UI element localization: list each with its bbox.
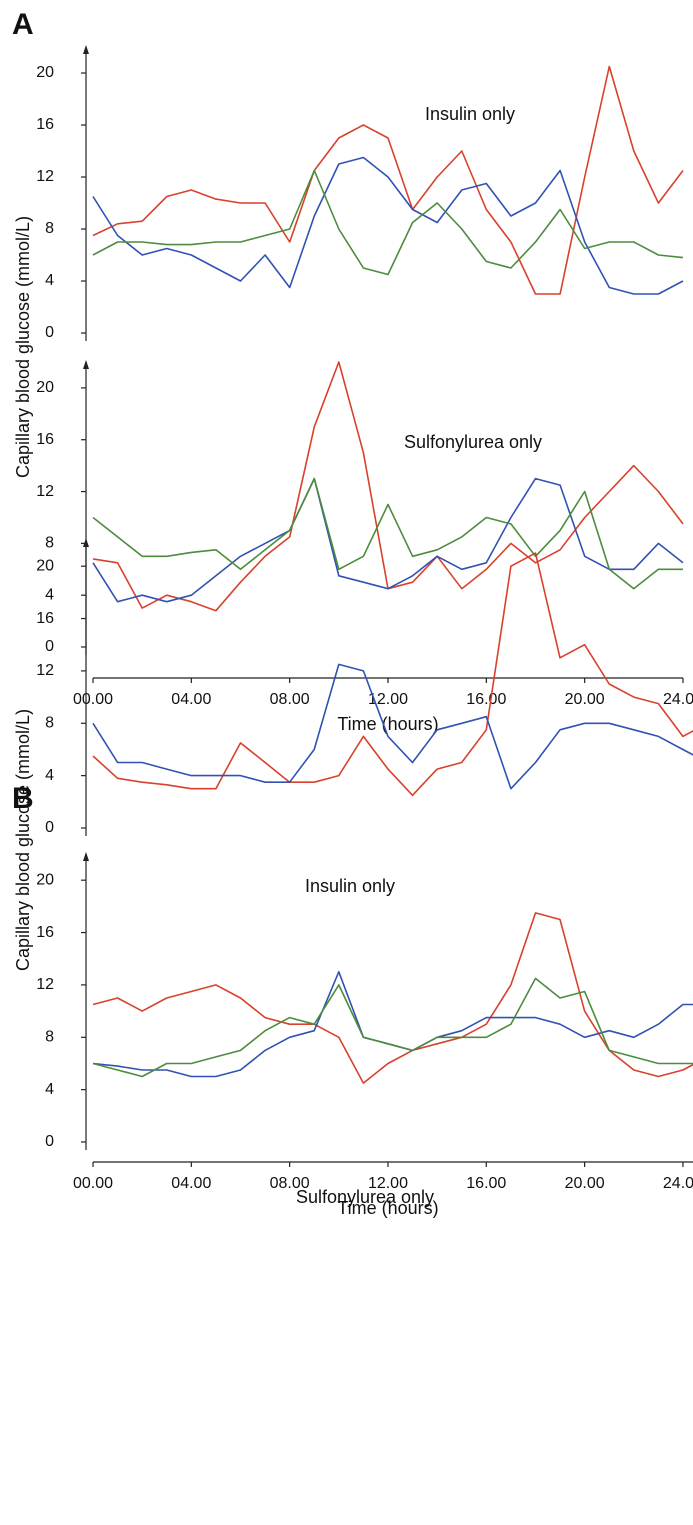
y-tick-label: 12 — [36, 662, 54, 679]
y-tick-label: 12 — [36, 483, 54, 500]
y-axis-arrow — [83, 45, 89, 54]
y-tick-label: 0 — [45, 819, 54, 836]
data-line — [92, 912, 693, 1084]
annotation: Sulfonylurea only — [296, 1187, 434, 1207]
x-tick-label: 16.00 — [466, 691, 506, 708]
data-line — [92, 156, 684, 295]
data-line — [92, 361, 684, 612]
annotation: Insulin only — [305, 876, 395, 896]
x-tick-label: 00.00 — [73, 1175, 113, 1192]
y-tick-label: 0 — [45, 324, 54, 341]
y-tick-label: 12 — [36, 168, 54, 185]
data-line — [92, 477, 684, 603]
data-line — [92, 977, 693, 1078]
data-line — [92, 477, 683, 590]
x-tick-label: 08.00 — [270, 1175, 310, 1192]
y-tick-label: 16 — [36, 116, 54, 133]
y-axis-label: Capillary blood glucose (mmol/L) — [13, 709, 33, 971]
y-tick-label: 4 — [45, 1081, 54, 1098]
y-axis-arrow — [83, 360, 89, 369]
annotation: Insulin only — [425, 104, 515, 124]
data-line — [92, 552, 693, 797]
x-tick-label: 20.00 — [565, 1175, 605, 1192]
y-tick-label: 0 — [45, 638, 54, 655]
y-axis-arrow — [83, 538, 89, 547]
y-tick-label: 20 — [36, 64, 54, 81]
y-tick-label: 8 — [45, 535, 54, 552]
y-tick-label: 16 — [36, 431, 54, 448]
x-tick-label: 20.00 — [565, 691, 605, 708]
y-axis-label: Capillary blood glucose (mmol/L) — [13, 216, 33, 478]
y-tick-label: 16 — [36, 924, 54, 941]
y-tick-label: 4 — [45, 272, 54, 289]
x-axis-label: Time (hours) — [337, 714, 438, 734]
y-axis-arrow — [83, 852, 89, 861]
y-tick-label: 16 — [36, 610, 54, 627]
x-tick-label: 16.00 — [466, 1175, 506, 1192]
y-tick-label: 20 — [36, 557, 54, 574]
x-tick-label: 12.00 — [368, 1175, 408, 1192]
y-tick-label: 8 — [45, 220, 54, 237]
data-line — [92, 169, 684, 276]
panel-label: A — [12, 8, 34, 41]
data-line — [92, 65, 684, 295]
x-tick-label: 12.00 — [368, 691, 408, 708]
y-tick-label: 8 — [45, 1028, 54, 1045]
x-tick-label: 00.00 — [73, 691, 113, 708]
x-tick-label: 04.00 — [171, 1175, 211, 1192]
y-tick-label: 20 — [36, 379, 54, 396]
data-line — [92, 663, 693, 790]
y-tick-label: 0 — [45, 1133, 54, 1150]
panel-label: B — [12, 782, 34, 815]
x-axis-label: Time (hours) — [337, 1198, 438, 1218]
y-tick-label: 12 — [36, 976, 54, 993]
x-tick-label: 24.00 — [663, 691, 693, 708]
y-tick-label: 20 — [36, 871, 54, 888]
x-tick-label: 08.00 — [270, 691, 310, 708]
y-tick-label: 4 — [45, 767, 54, 784]
annotation: Sulfonylurea only — [404, 432, 542, 452]
x-tick-label: 04.00 — [171, 691, 211, 708]
y-tick-label: 4 — [45, 586, 54, 603]
y-tick-label: 8 — [45, 714, 54, 731]
x-tick-label: 24.00 — [663, 1175, 693, 1192]
